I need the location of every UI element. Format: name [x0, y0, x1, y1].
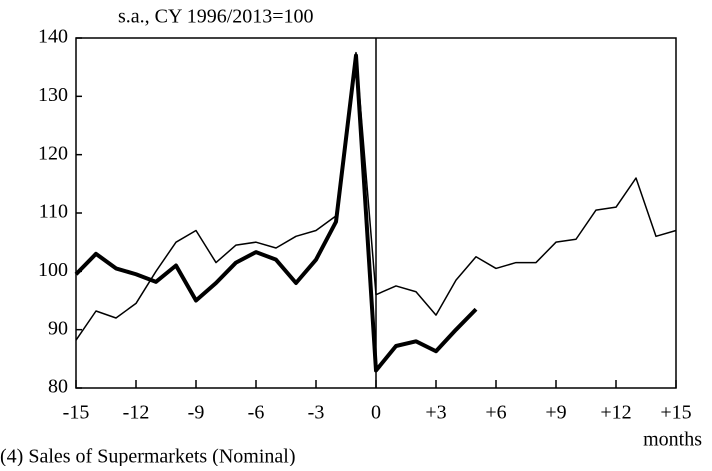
x-tick-label: -6: [248, 402, 265, 424]
x-tick-label: -12: [123, 402, 150, 424]
y-tick-label: 140: [38, 26, 68, 48]
x-tick-label: +9: [545, 402, 566, 424]
y-tick-label: 130: [38, 84, 68, 106]
x-tick-label: 0: [371, 402, 381, 424]
y-tick-label: 110: [39, 201, 68, 223]
chart-subtitle: s.a., CY 1996/2013=100: [118, 6, 314, 28]
y-tick-label: 100: [38, 259, 68, 281]
x-tick-label: +6: [485, 402, 506, 424]
series-line: [75, 51, 677, 341]
y-tick-label: 80: [48, 376, 68, 398]
x-tick-label: -9: [188, 402, 205, 424]
y-tick-label: 120: [38, 142, 68, 164]
x-tick-label: +12: [600, 402, 631, 424]
x-tick-label: +3: [425, 402, 446, 424]
series-line: [74, 53, 478, 373]
caption: (4) Sales of Supermarkets (Nominal): [0, 446, 295, 466]
x-tick-label: +15: [660, 402, 691, 424]
x-tick-label: -15: [63, 402, 90, 424]
y-tick-label: 90: [48, 317, 68, 339]
x-axis-label: months: [643, 429, 702, 451]
x-tick-label: -3: [308, 402, 325, 424]
